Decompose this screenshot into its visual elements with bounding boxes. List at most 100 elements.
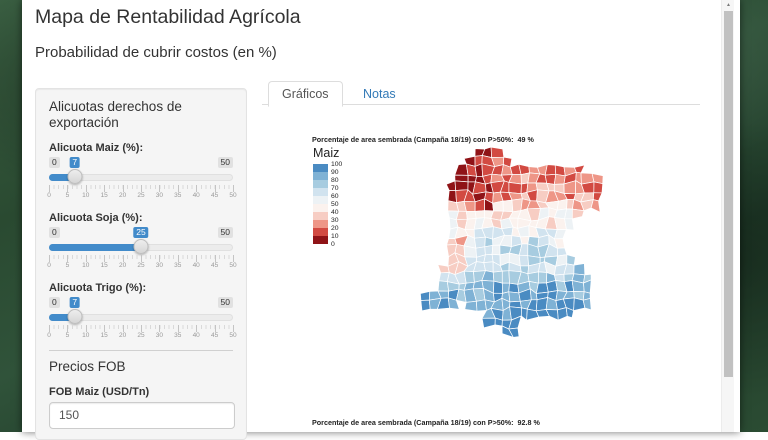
slider-max-label: 50 <box>218 227 233 238</box>
scrollbar-thumb[interactable] <box>724 11 733 377</box>
tab-notas[interactable]: Notas <box>349 81 410 107</box>
slider-tick-label: 25 <box>137 332 144 339</box>
legend-break-label: 70 <box>331 185 339 193</box>
export-section-title: Alicuotas derechos de exportación <box>49 99 233 131</box>
map-region <box>475 164 483 177</box>
map-region <box>446 181 455 191</box>
legend-swatch <box>313 188 328 196</box>
map-region <box>519 255 529 266</box>
slider-value-label: 7 <box>69 157 80 168</box>
slider-major-tick <box>67 255 68 262</box>
tab-bar: Gráficos Notas <box>262 80 700 105</box>
slider-major-tick <box>196 325 197 332</box>
slider-value-label: 25 <box>133 227 148 238</box>
slider-major-tick <box>104 255 105 262</box>
map-region <box>493 201 504 211</box>
slider-major-tick <box>178 185 179 192</box>
slider-major-tick <box>86 185 87 192</box>
slider-min-label: 0 <box>49 157 60 168</box>
slider-tick-label: 20 <box>119 192 126 199</box>
fob-label-fob_maiz: FOB Maiz (USD/Tn) <box>49 386 233 398</box>
slider-major-tick <box>141 325 142 332</box>
slider-filled-bar <box>49 244 141 251</box>
slider-handle[interactable] <box>134 239 149 254</box>
slider-major-tick <box>159 255 160 262</box>
slider-major-tick <box>123 255 124 262</box>
page-subtitle: Probabilidad de cubrir costos (en %) <box>35 44 277 61</box>
slider-major-tick <box>233 325 234 332</box>
slider-major-tick <box>123 185 124 192</box>
slider-tick-label: 40 <box>193 332 200 339</box>
legend-break-label: 30 <box>331 217 339 225</box>
map-region <box>591 200 600 213</box>
browser-scrollbar[interactable]: ▲ <box>721 0 734 432</box>
map-region <box>503 200 513 212</box>
slider-tick-label: 45 <box>211 332 218 339</box>
slider-handle[interactable] <box>67 309 82 324</box>
slider-major-tick <box>159 325 160 332</box>
slider-value-label: 7 <box>69 297 80 308</box>
slider-handle[interactable] <box>67 169 82 184</box>
slider-tick-label: 10 <box>82 332 89 339</box>
soja-chart-title: Porcentaje de area sembrada (Campaña 18/… <box>312 418 540 427</box>
slider-tick-label: 25 <box>137 262 144 269</box>
legend-swatch <box>313 212 328 220</box>
slider-tick-label: 5 <box>66 262 70 269</box>
map-region <box>491 147 504 158</box>
map-region <box>557 199 567 210</box>
slider-tick-label: 25 <box>137 192 144 199</box>
map-region <box>456 211 467 220</box>
fob-input-fob_maiz[interactable] <box>49 402 235 429</box>
browser-page: Mapa de Rentabilidad Agrícola Probabilid… <box>22 0 740 432</box>
slider-tick-label: 50 <box>229 332 236 339</box>
slider-label-maiz: Alicuota Maiz (%): <box>49 142 233 154</box>
slider-major-tick <box>104 325 105 332</box>
legend-swatch <box>313 180 328 188</box>
slider-tick-label: 10 <box>82 192 89 199</box>
slider-tick-label: 40 <box>193 262 200 269</box>
legend-swatch <box>313 172 328 180</box>
map-region <box>466 211 476 219</box>
legend-swatch <box>313 196 328 204</box>
map-region <box>502 271 509 284</box>
slider-tick-label: 40 <box>193 192 200 199</box>
slider-major-tick <box>104 185 105 192</box>
legend-break-label: 100 <box>331 161 342 169</box>
slider-major-tick <box>141 255 142 262</box>
sidebar-panel: Alicuotas derechos de exportación Alicuo… <box>35 88 247 440</box>
slider-major-tick <box>215 325 216 332</box>
main-panel: Gráficos Notas Porcentaje de area sembra… <box>262 80 700 432</box>
slider-tick-label: 35 <box>174 192 181 199</box>
page-title: Mapa de Rentabilidad Agrícola <box>35 6 301 29</box>
slider-major-tick <box>233 255 234 262</box>
map-region <box>594 182 603 193</box>
map-region <box>464 271 474 283</box>
tab-graficos[interactable]: Gráficos <box>268 81 343 107</box>
legend-break-label: 20 <box>331 225 339 233</box>
slider-major-tick <box>215 255 216 262</box>
slider-tick-label: 30 <box>156 262 163 269</box>
map-region <box>475 211 485 219</box>
scrollbar-up-icon[interactable]: ▲ <box>722 0 735 11</box>
slider-tick-label: 20 <box>119 332 126 339</box>
map-region <box>558 308 568 321</box>
slider-tick-label: 5 <box>66 332 70 339</box>
map-region <box>493 281 502 293</box>
slider-major-tick <box>196 185 197 192</box>
map-region <box>574 165 584 173</box>
map-region <box>485 245 493 255</box>
slider-tick-label: 30 <box>156 192 163 199</box>
slider-major-tick <box>49 325 50 332</box>
map-region <box>565 219 574 230</box>
slider-tick-label: 35 <box>174 262 181 269</box>
map-region <box>420 291 429 300</box>
map-region <box>509 182 522 193</box>
